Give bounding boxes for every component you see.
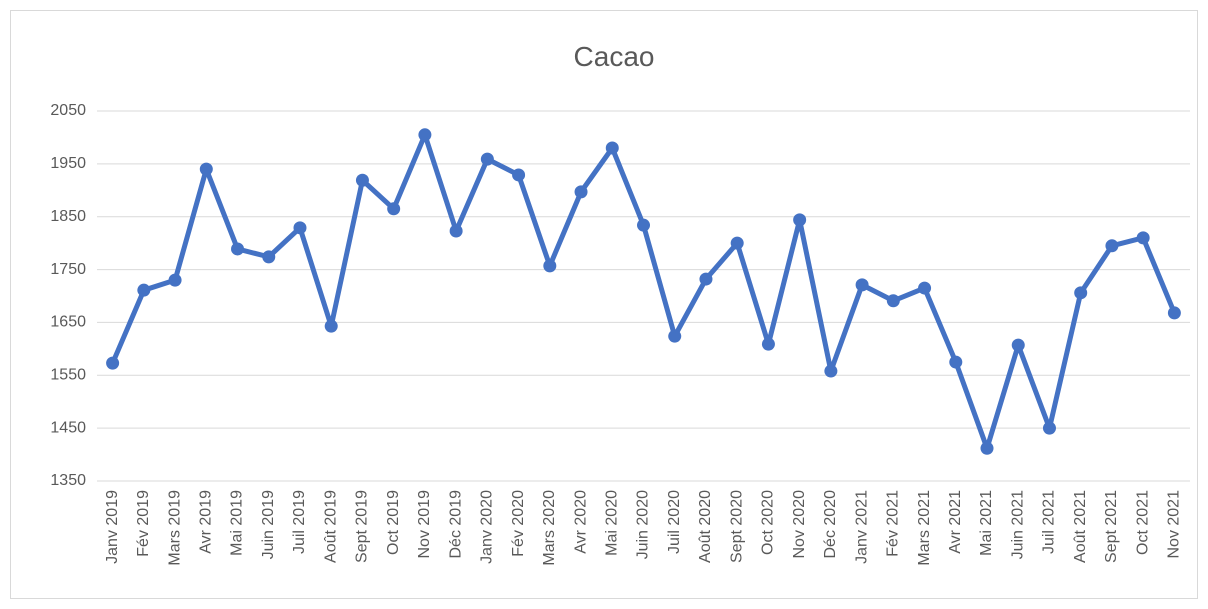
marker [949,355,963,369]
x-tick-label: Mai 2019 [229,490,246,556]
x-tick-label: Janv 2019 [104,490,121,564]
marker [387,202,401,216]
marker [855,278,869,292]
x-tick-label: Fév 2021 [885,490,902,557]
marker [1136,231,1150,245]
x-tick-label: Nov 2019 [416,490,433,559]
marker [231,242,245,256]
marker [262,250,276,264]
marker [605,141,619,155]
marker [918,281,932,295]
chart-title: Cacao [574,41,655,72]
marker [543,259,557,273]
marker [355,173,369,187]
x-tick-label: Avr 2020 [572,490,589,554]
x-tick-label: Oct 2021 [1134,490,1151,555]
marker [824,364,838,378]
marker [1167,306,1181,320]
x-tick-label: Sept 2019 [354,490,371,563]
marker [168,273,182,287]
marker [324,319,338,333]
x-tick-label: Déc 2019 [447,490,464,559]
marker [730,236,744,250]
marker [137,283,151,297]
x-tick-label: Mai 2021 [978,490,995,556]
marker [293,221,307,235]
marker [106,356,120,370]
x-tick-label: Janv 2020 [479,490,496,564]
x-tick-label: Janv 2021 [853,490,870,564]
x-tick-label: Juin 2021 [1009,490,1026,559]
x-tick-label: Sept 2021 [1103,490,1120,563]
y-tick-label: 1550 [50,367,86,384]
x-tick-label: Oct 2019 [385,490,402,555]
y-tick-label: 2050 [50,102,86,119]
y-tick-label: 1850 [50,208,86,225]
marker [1042,421,1056,435]
marker [761,337,775,351]
marker [449,224,463,238]
x-tick-label: Nov 2020 [791,490,808,559]
x-tick-label: Juin 2019 [260,490,277,559]
marker [668,329,682,343]
x-tick-label: Sept 2020 [728,490,745,563]
marker [199,162,213,176]
marker [574,185,588,199]
marker [1074,286,1088,300]
marker [886,294,900,308]
x-tick-label: Mars 2019 [166,490,183,566]
x-tick-label: Oct 2020 [760,490,777,555]
x-tick-label: Juil 2020 [666,490,683,554]
marker [480,152,494,166]
x-tick-label: Août 2020 [697,490,714,563]
x-tick-label: Fév 2020 [510,490,527,557]
marker [512,168,526,182]
x-tick-label: Fév 2019 [135,490,152,557]
marker [699,272,713,286]
x-tick-label: Nov 2021 [1166,490,1183,559]
x-tick-label: Avr 2019 [198,490,215,554]
y-tick-label: 1350 [50,472,86,489]
x-tick-label: Mars 2021 [916,490,933,566]
y-tick-label: 1950 [50,155,86,172]
marker [637,218,650,232]
x-tick-label: Déc 2020 [822,490,839,559]
y-tick-label: 1650 [50,314,86,331]
x-tick-label: Mars 2020 [541,490,558,566]
x-tick-label: Juil 2021 [1041,490,1058,554]
x-tick-label: Mai 2020 [603,490,620,556]
x-tick-label: Août 2021 [1072,490,1089,563]
chart-border [10,10,1198,599]
y-tick-label: 1750 [50,261,86,278]
x-tick-label: Juil 2019 [291,490,308,554]
marker [418,128,432,142]
marker [980,441,994,455]
marker [1105,239,1119,253]
y-tick-label: 1450 [50,419,86,436]
x-tick-label: Juin 2020 [635,490,652,559]
marker [1011,338,1025,352]
marker [793,213,807,227]
x-tick-label: Avr 2021 [947,490,964,554]
x-tick-label: Août 2019 [322,490,339,563]
